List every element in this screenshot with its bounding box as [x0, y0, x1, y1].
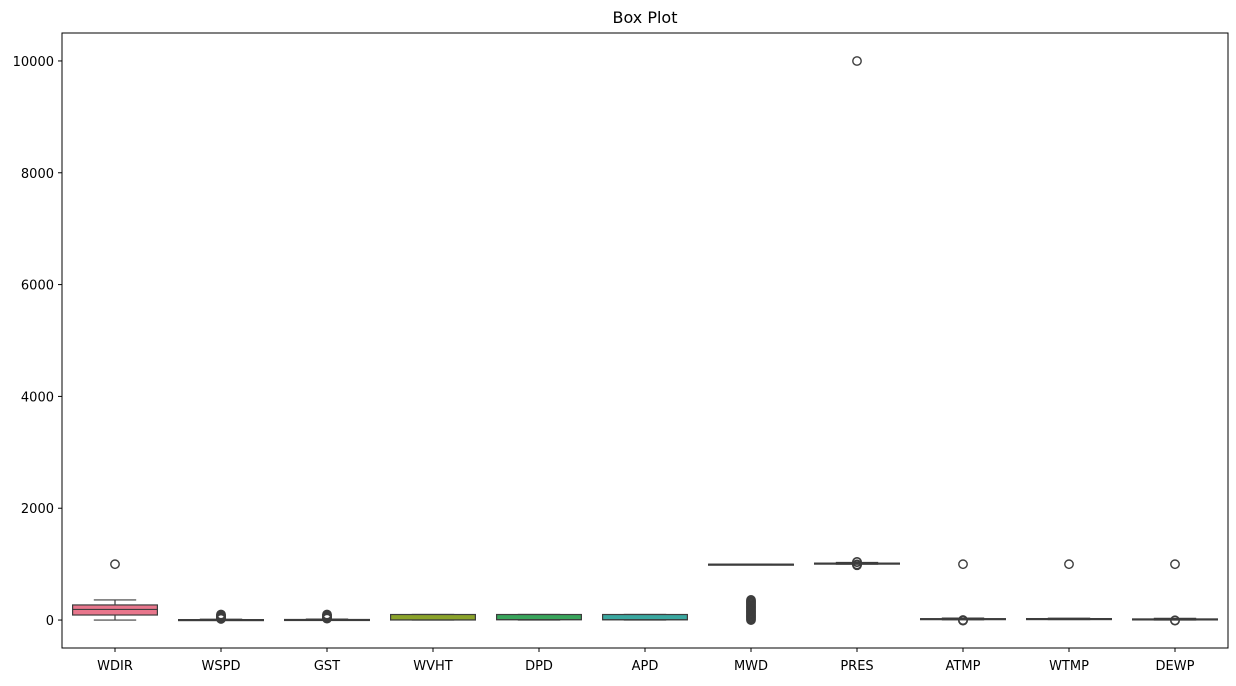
outlier-point	[958, 615, 968, 625]
outlier-point	[1064, 559, 1074, 570]
plot-frame	[61, 32, 1229, 649]
plot-area	[71, 56, 1218, 626]
x-tick-label: WSPD	[202, 659, 241, 674]
x-tick-label: WTMP	[1049, 659, 1089, 674]
box-group-pres	[813, 56, 900, 571]
box-group-wdir	[71, 559, 159, 621]
outlier-point	[958, 559, 968, 570]
outlier-point	[746, 595, 756, 605]
box-group-dpd	[496, 613, 583, 621]
x-tick-label: WVHT	[413, 659, 453, 674]
outlier-point	[216, 609, 226, 620]
outlier-point	[322, 609, 332, 620]
box-group-dewp	[1131, 559, 1218, 626]
box-group-atmp	[919, 559, 1006, 626]
box-group-mwd	[707, 563, 794, 625]
outlier-point	[852, 557, 862, 567]
x-tick-label: PRES	[840, 659, 873, 674]
x-tick-label: DPD	[525, 659, 553, 674]
x-tick-label: MWD	[734, 659, 768, 674]
x-tick-label: APD	[632, 659, 659, 674]
box-group-wspd	[178, 609, 265, 624]
box-apd	[601, 613, 688, 621]
y-tick-label: 8000	[21, 167, 54, 182]
box-group-gst	[284, 609, 371, 624]
y-tick-label: 0	[46, 614, 54, 629]
outlier-point	[110, 559, 120, 570]
outlier-point	[1170, 615, 1180, 626]
chart-title: Box Plot	[613, 8, 678, 27]
y-tick-label: 6000	[21, 279, 54, 294]
x-tick-label: GST	[314, 659, 340, 674]
outlier-point	[1170, 559, 1180, 570]
box-group-apd	[601, 613, 688, 621]
x-tick-label: WDIR	[97, 659, 133, 674]
x-tick-label: DEWP	[1156, 659, 1195, 674]
outlier-point	[852, 56, 862, 66]
axes: 0 2000 4000 6000 8000 10000 WDIR WSPD GST WVHT DPD…	[13, 32, 1229, 674]
x-tick-label: ATMP	[946, 659, 981, 674]
box-group-wvht	[390, 613, 477, 621]
y-tick-label: 10000	[13, 55, 54, 70]
box-wvht	[390, 613, 477, 621]
y-tick-label: 2000	[21, 502, 54, 517]
box-group-wtmp	[1025, 559, 1112, 621]
y-tick-label: 4000	[21, 390, 54, 405]
